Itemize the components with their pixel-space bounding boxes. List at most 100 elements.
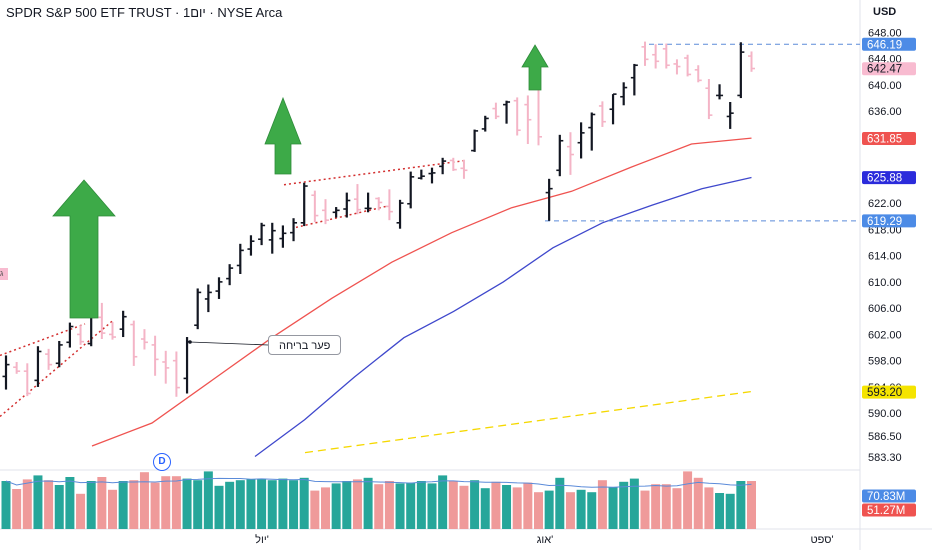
- y-tick-label: 590.00: [868, 408, 902, 420]
- x-tick-label: יול': [255, 533, 269, 546]
- volume-bar: [108, 489, 117, 529]
- volume-bar: [352, 479, 362, 529]
- ohlc-bar: [566, 132, 574, 175]
- volume-bar: [416, 481, 426, 529]
- volume-bar: [129, 480, 139, 529]
- volume-label-text: 51.27M: [867, 505, 905, 517]
- volume-bar: [427, 483, 437, 529]
- volume-bar: [139, 472, 149, 529]
- symbol-title[interactable]: SPDR S&P 500 ETF TRUST · 1יום · NYSE Arc…: [6, 5, 283, 20]
- ohlc-bar: [545, 178, 553, 221]
- volume-bar: [171, 476, 181, 529]
- ohlc-bar: [2, 355, 10, 390]
- ma-yellow-dashed-line: [304, 390, 752, 454]
- price-label-text: 631.85: [867, 133, 902, 145]
- volume-bar: [534, 492, 543, 529]
- ohlc-bar: [236, 243, 244, 275]
- ohlc-bar: [503, 100, 511, 124]
- volume-bar: [395, 483, 405, 529]
- volume-bar: [597, 480, 607, 529]
- volume-bar: [629, 478, 639, 529]
- volume-bar: [736, 481, 746, 529]
- volume-bar: [182, 478, 192, 529]
- ohlc-bar: [23, 363, 31, 397]
- volume-bar: [289, 480, 299, 529]
- ohlc-bar: [439, 157, 447, 175]
- price-label-text: 625.88: [867, 173, 902, 185]
- price-label-box: [862, 62, 916, 76]
- volume-bar: [22, 479, 32, 529]
- volume-bar: [214, 485, 224, 529]
- y-tick-label: 598.00: [868, 356, 902, 368]
- price-label-box: [862, 214, 916, 228]
- ohlc-bar: [322, 199, 329, 225]
- volume-bar: [257, 479, 267, 529]
- y-tick-label: 610.00: [868, 277, 902, 289]
- volume-bar: [661, 484, 671, 529]
- ohlc-bar: [396, 199, 404, 229]
- ohlc-bar: [66, 322, 74, 348]
- volume-bar: [704, 487, 714, 529]
- volume-bar: [523, 482, 533, 529]
- ohlc-bar: [13, 361, 21, 374]
- ohlc-bar: [726, 102, 734, 129]
- ohlc-bar: [45, 348, 53, 370]
- pennant-lower-line: [295, 205, 387, 229]
- volume-ma-line: [5, 477, 752, 488]
- volume-bar: [491, 481, 501, 529]
- pennant-upper-line: [283, 159, 467, 186]
- ohlc-bar: [449, 157, 457, 171]
- volume-bar: [651, 484, 661, 529]
- ohlc-bar: [652, 44, 660, 69]
- volume-bar: [321, 487, 330, 529]
- ohlc-bar: [98, 302, 106, 340]
- ohlc-bar: [481, 115, 489, 132]
- callout-leader-line: [189, 341, 269, 346]
- volume-bar: [555, 477, 565, 529]
- breakout-arrow-3: [521, 44, 549, 91]
- ohlc-bar: [598, 101, 606, 127]
- volume-bar: [619, 481, 629, 529]
- ohlc-bar: [226, 264, 234, 286]
- ohlc-bar: [630, 63, 638, 96]
- volume-bar: [672, 488, 682, 529]
- ohlc-bar: [162, 350, 170, 384]
- volume-bar: [150, 482, 160, 529]
- y-tick-label: 583.30: [868, 452, 902, 464]
- volume-bar: [480, 488, 490, 529]
- ohlc-bar: [332, 207, 340, 218]
- ohlc-bar: [258, 222, 266, 246]
- volume-bar: [608, 487, 618, 529]
- ohlc-bar: [300, 182, 308, 227]
- ohlc-bar: [694, 65, 702, 83]
- ohlc-bar: [609, 93, 617, 125]
- volume-bar: [235, 480, 245, 529]
- volume-bar: [203, 471, 213, 529]
- volume-bar: [33, 475, 43, 529]
- ohlc-bar: [130, 320, 138, 366]
- volume-label-text: 70.83M: [867, 491, 905, 503]
- volume-bar: [470, 480, 480, 529]
- volume-bar: [310, 490, 320, 529]
- volume-bar: [363, 477, 373, 529]
- ohlc-bar: [417, 169, 425, 180]
- price-label-text: 646.19: [867, 39, 902, 51]
- volume-bar: [544, 490, 554, 529]
- ohlc-bar: [55, 340, 63, 368]
- volume-bar: [565, 492, 575, 529]
- ohlc-bar: [34, 346, 42, 387]
- breakaway-gap-callout[interactable]: פער בריחה: [268, 335, 342, 355]
- ohlc-bar: [684, 54, 692, 77]
- volume-bar: [374, 484, 384, 529]
- ohlc-bar: [716, 84, 724, 100]
- volume-label-box: [862, 489, 916, 503]
- dividend-marker[interactable]: D: [153, 453, 171, 471]
- volume-bar: [54, 485, 64, 529]
- ohlc-bar: [183, 337, 191, 394]
- ohlc-bar: [737, 42, 745, 99]
- price-label-text: 593.20: [867, 387, 902, 399]
- ohlc-bar: [151, 335, 159, 376]
- volume-bar: [44, 480, 54, 529]
